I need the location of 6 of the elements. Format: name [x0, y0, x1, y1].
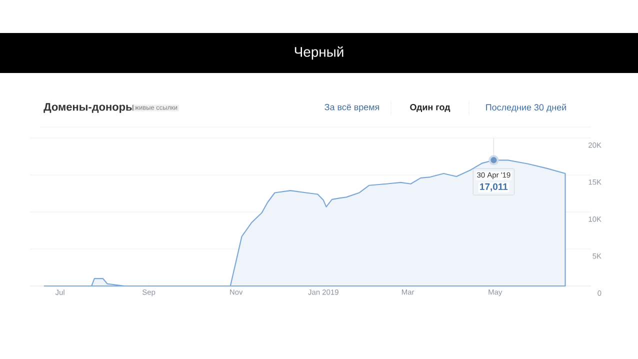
text: Последние 30 дней	[486, 104, 566, 112]
text: Один год	[410, 104, 450, 112]
annotation: 17,011	[480, 183, 508, 192]
text: За всё время	[324, 104, 380, 112]
chart-subtitle: Домены-доноры	[44, 103, 134, 113]
chart-title: Черный	[294, 46, 344, 60]
